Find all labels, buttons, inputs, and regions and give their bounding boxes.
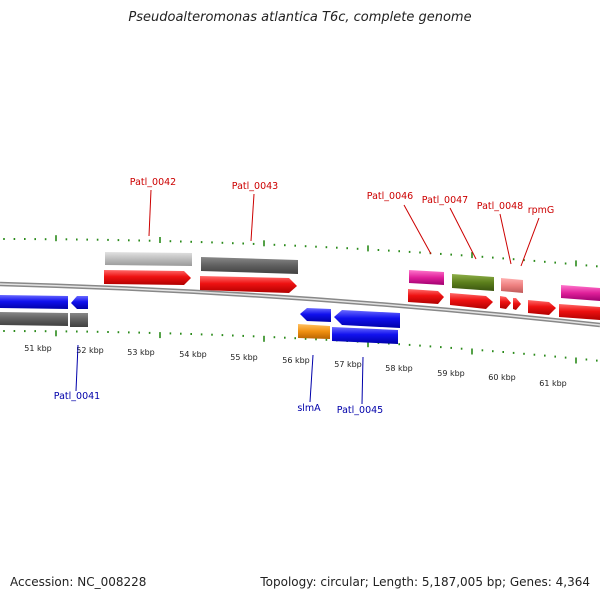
gene-label-patl-0045[interactable]: Patl_0045: [337, 405, 383, 416]
gene-leader-line: [449, 207, 477, 260]
gene-label-slma[interactable]: slmA: [297, 403, 321, 414]
scale-label: 61 kbp: [539, 379, 567, 388]
cds-slma[interactable]: [300, 308, 331, 322]
gene-label-patl-0048[interactable]: Patl_0048: [477, 201, 523, 212]
scale-label: 54 kbp: [179, 350, 207, 359]
scale-label: 58 kbp: [385, 364, 413, 373]
cds-patl-0041[interactable]: [71, 296, 88, 309]
scale-labels: 51 kbp 52 kbp 53 kbp 54 kbp 55 kbp 56 kbp 57 k…: [24, 344, 567, 388]
cog-box-patl-0046: [409, 270, 444, 285]
cds-reverse-prev[interactable]: [0, 295, 68, 309]
gene-leader-line: [148, 189, 152, 237]
cds-patl-0047[interactable]: [450, 293, 493, 309]
cds-forward-next-2[interactable]: [559, 304, 600, 320]
gene-leader-line: [403, 204, 432, 255]
cog-box-patl-0041: [70, 313, 88, 327]
gene-leader-line: [499, 213, 512, 265]
forward-cds-track: [104, 270, 600, 320]
cds-patl-0042[interactable]: [104, 270, 191, 285]
gene-labels: Patl_0041 Patl_0042 Patl_0043 slmA Patl_0045…: [54, 177, 554, 416]
gene-leader-line: [309, 354, 314, 403]
reverse-cds-track: [0, 295, 400, 328]
cog-box-forward-next: [561, 285, 600, 301]
gene-label-patl-0043[interactable]: Patl_0043: [232, 181, 278, 192]
scale-label: 55 kbp: [230, 353, 258, 362]
cog-box-slma: [298, 324, 330, 339]
accession-label: Accession: NC_008228: [10, 575, 147, 589]
gene-label-patl-0047[interactable]: Patl_0047: [422, 195, 468, 206]
scale-label: 60 kbp: [488, 373, 516, 382]
gene-label-rpmg[interactable]: rpmG: [528, 205, 555, 216]
cog-box-patl-0047: [452, 274, 494, 291]
cog-box-patl-0045: [332, 327, 398, 344]
scale-label: 53 kbp: [127, 348, 155, 357]
genome-summary: Topology: circular; Length: 5,187,005 bp…: [260, 575, 590, 589]
cog-box-patl-0048: [501, 278, 523, 293]
map-title: Pseudoalteromonas atlantica T6c, complet…: [128, 10, 472, 25]
cds-patl-0045[interactable]: [334, 310, 400, 328]
scale-label: 51 kbp: [24, 344, 52, 353]
gene-label-patl-0041[interactable]: Patl_0041: [54, 391, 100, 402]
scale-label: 52 kbp: [76, 346, 104, 355]
genome-backbone-highlight: [0, 283, 600, 326]
scale-label: 56 kbp: [282, 356, 310, 365]
cog-box-patl-0042: [105, 252, 192, 266]
cds-rpmg[interactable]: [513, 298, 521, 310]
gene-label-patl-0042[interactable]: Patl_0042: [130, 177, 176, 188]
gene-leader-line: [520, 217, 540, 267]
scale-label: 57 kbp: [334, 360, 362, 369]
gene-leader-line: [361, 356, 364, 405]
cds-patl-0048[interactable]: [500, 296, 511, 309]
cds-patl-0043[interactable]: [200, 276, 297, 293]
forward-tick-track: [3, 235, 598, 268]
cds-forward-next-1[interactable]: [528, 300, 556, 315]
gene-leader-line: [75, 344, 79, 392]
gene-leader-line: [250, 193, 255, 242]
cog-box-patl-0043: [201, 257, 298, 274]
forward-cog-track: [105, 252, 600, 301]
scale-label: 59 kbp: [437, 369, 465, 378]
gene-label-patl-0046[interactable]: Patl_0046: [367, 191, 413, 202]
cog-box-reverse-prev: [0, 312, 68, 326]
cds-patl-0046[interactable]: [408, 289, 444, 304]
reverse-cog-track: [0, 312, 398, 344]
